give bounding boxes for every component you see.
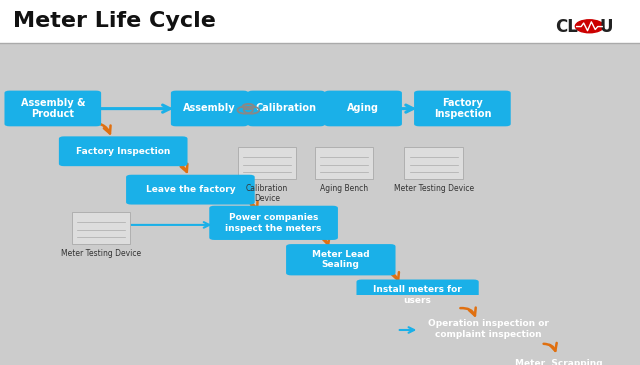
FancyBboxPatch shape: [126, 175, 255, 204]
Text: Assembly &
Product: Assembly & Product: [20, 98, 85, 119]
FancyBboxPatch shape: [171, 91, 248, 126]
Text: Operation inspection or
complaint inspection: Operation inspection or complaint inspec…: [428, 319, 548, 339]
Text: Assembly: Assembly: [183, 103, 236, 114]
Text: Aging: Aging: [347, 103, 379, 114]
FancyBboxPatch shape: [209, 206, 338, 240]
FancyBboxPatch shape: [4, 91, 101, 126]
FancyBboxPatch shape: [414, 312, 562, 346]
FancyBboxPatch shape: [72, 212, 130, 245]
Text: Calibration
Device: Calibration Device: [246, 184, 289, 203]
Text: CL: CL: [556, 18, 579, 35]
Text: Factory
Inspection: Factory Inspection: [434, 98, 491, 119]
FancyBboxPatch shape: [414, 91, 511, 126]
Text: Factory Inspection: Factory Inspection: [76, 147, 170, 156]
Text: Install meters for
users: Install meters for users: [373, 285, 462, 305]
FancyBboxPatch shape: [315, 147, 373, 180]
Text: Leave the factory: Leave the factory: [145, 185, 236, 194]
Text: Meter Lead
Sealing: Meter Lead Sealing: [312, 250, 370, 269]
Text: Meter Life Cycle: Meter Life Cycle: [13, 11, 216, 31]
Text: Meter Testing Device: Meter Testing Device: [394, 184, 474, 193]
FancyBboxPatch shape: [491, 349, 626, 365]
Circle shape: [374, 326, 381, 330]
Text: Meter  Scrapping: Meter Scrapping: [515, 359, 602, 365]
FancyBboxPatch shape: [339, 308, 419, 350]
Circle shape: [331, 307, 427, 351]
Circle shape: [575, 20, 604, 33]
Text: Aging Bench: Aging Bench: [320, 184, 368, 193]
Text: Calibration: Calibration: [256, 103, 317, 114]
Text: Power companies
inspect the meters: Power companies inspect the meters: [225, 213, 322, 233]
FancyBboxPatch shape: [286, 244, 396, 275]
Circle shape: [364, 326, 372, 330]
FancyBboxPatch shape: [248, 91, 325, 126]
Circle shape: [355, 326, 362, 330]
FancyBboxPatch shape: [59, 137, 188, 166]
FancyBboxPatch shape: [356, 280, 479, 311]
FancyBboxPatch shape: [238, 147, 296, 180]
FancyBboxPatch shape: [352, 323, 407, 343]
FancyBboxPatch shape: [324, 91, 402, 126]
FancyBboxPatch shape: [404, 147, 463, 180]
FancyBboxPatch shape: [0, 0, 640, 43]
Text: Meter Testing Device: Meter Testing Device: [61, 249, 141, 258]
Text: U: U: [599, 18, 612, 35]
